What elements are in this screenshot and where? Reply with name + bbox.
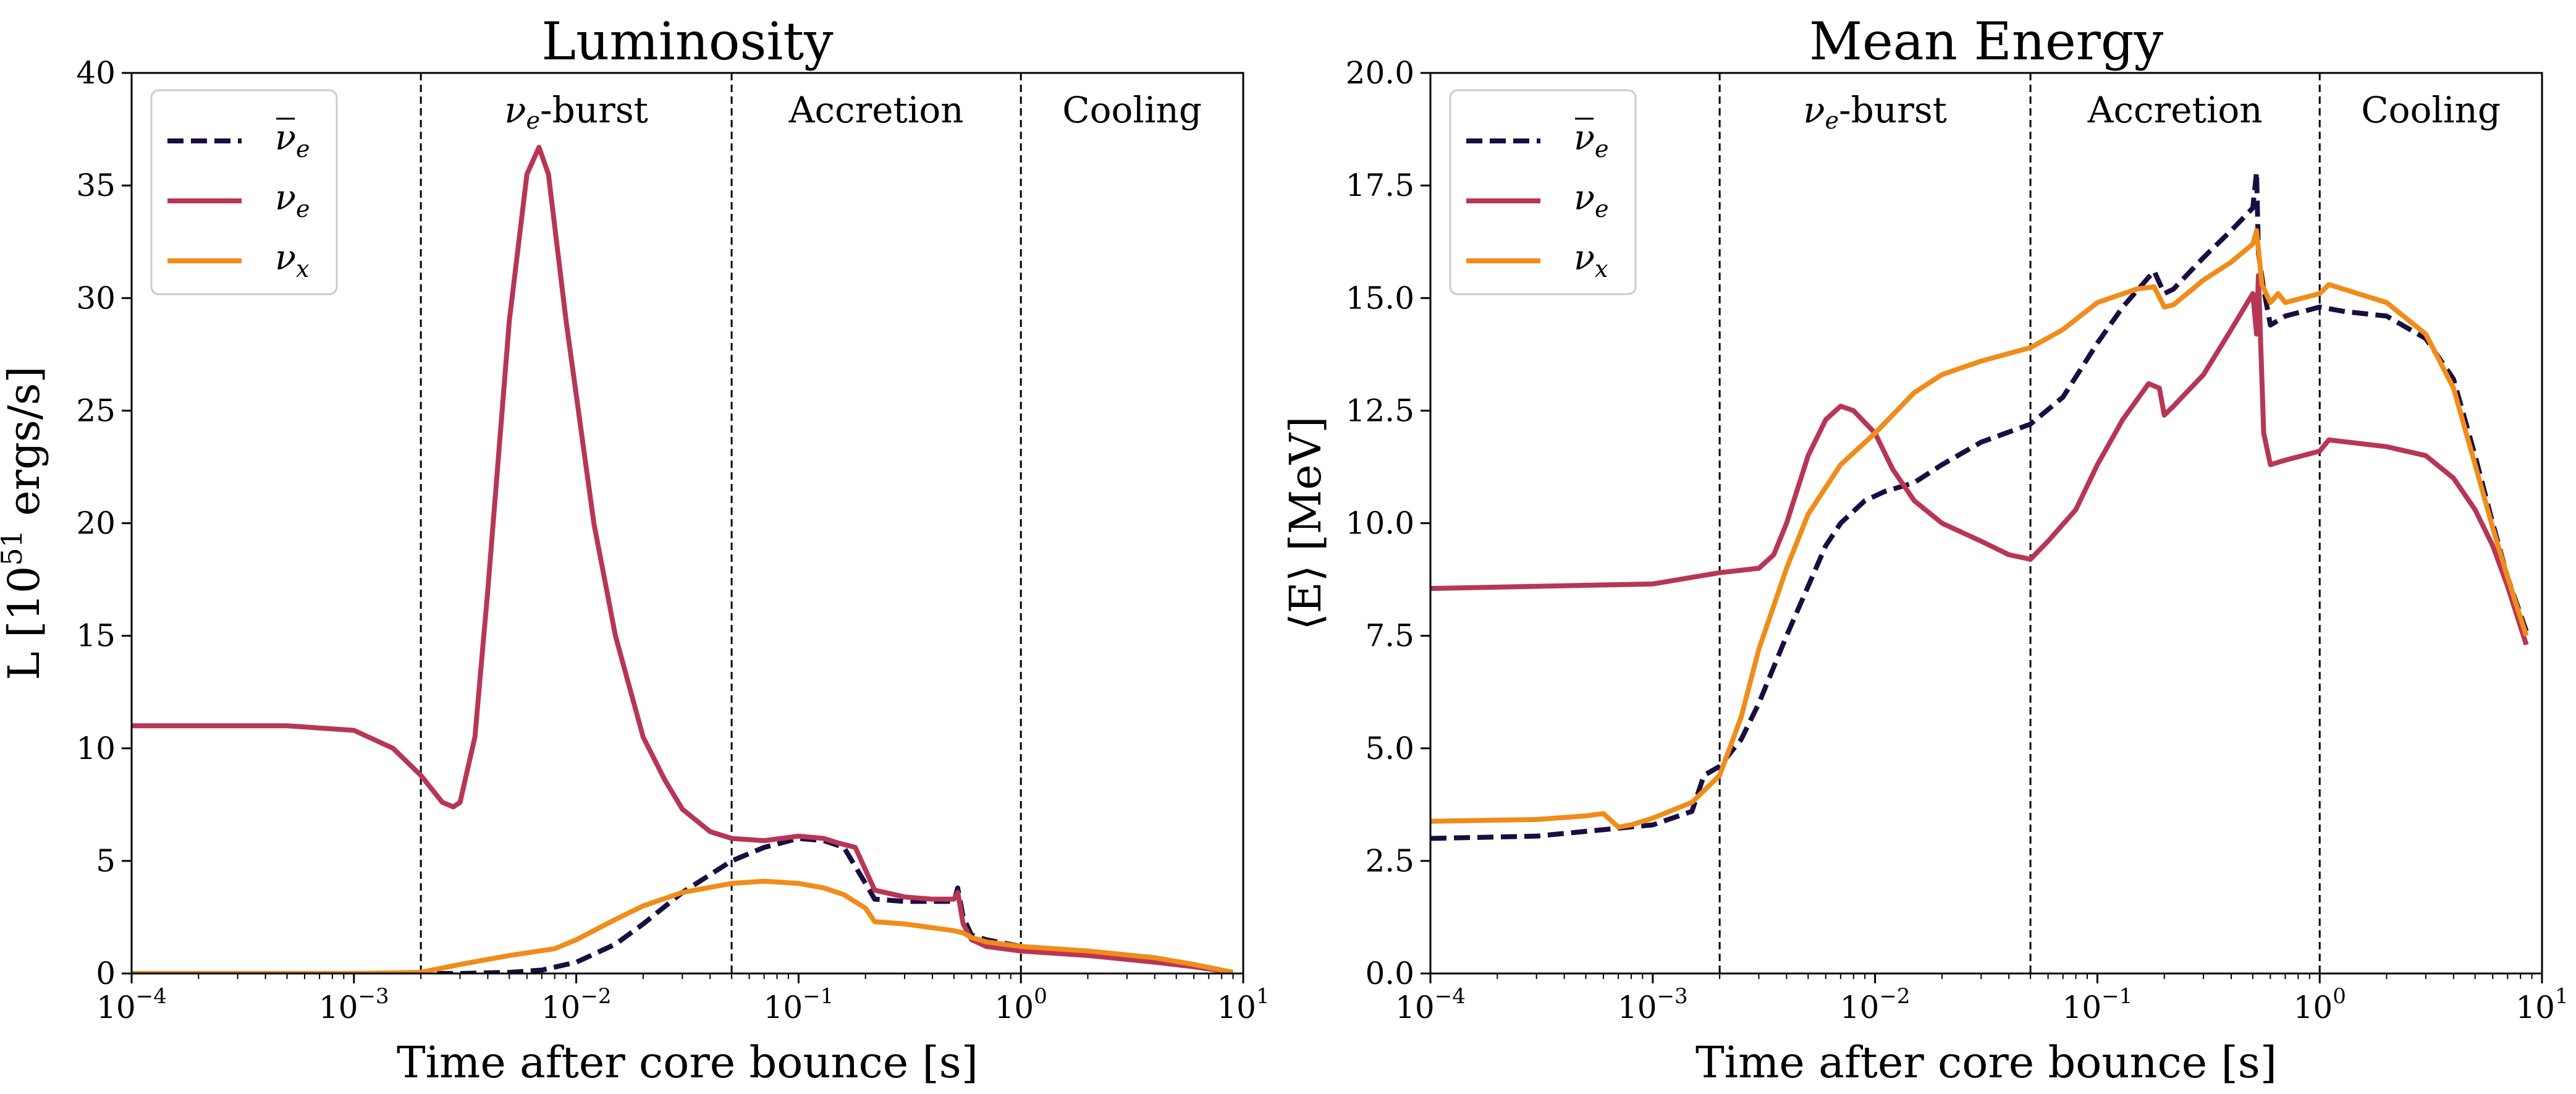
- chart-1: Mean Energy νe-burst Accretion Cooling 10−4 1…: [1280, 11, 2569, 1088]
- chart-1-legend-label-1: νe: [1574, 178, 1609, 223]
- chart-0-y-tick-label-0: 0: [96, 956, 116, 991]
- chart-1-x-tick-label-2: 10−2: [1840, 984, 1911, 1025]
- chart-0-y-tick-label-4: 20: [76, 506, 116, 541]
- chart-0-legend: νe νe νx: [150, 89, 338, 295]
- chart-0-y-tick-label-5: 25: [76, 392, 116, 428]
- chart-1-title: Mean Energy: [1809, 11, 2164, 72]
- chart-0-phase-label-2: Cooling: [1062, 89, 1202, 131]
- chart-0-y-tick-label-2: 10: [76, 731, 116, 766]
- chart-0-series-2-line: [132, 878, 1234, 973]
- chart-1-phase-label-1: Accretion: [2087, 89, 2263, 131]
- chart-1-phase-label-2: Cooling: [2361, 89, 2501, 131]
- chart-1-y-tick-label-3: 7.5: [1365, 618, 1414, 654]
- chart-0-y-tick-label-6: 30: [76, 280, 116, 316]
- chart-1-series-0-line: [1430, 169, 2529, 841]
- chart-0-phase-label-1: Accretion: [788, 89, 964, 131]
- chart-0-legend-label-1: νe: [275, 178, 310, 223]
- chart-1-legend-label-0: νe: [1574, 118, 1609, 163]
- chart-0-legend-label-2: νx: [275, 238, 309, 282]
- chart-1-series-1-line: [1430, 273, 2529, 646]
- chart-0-phase-label-0: νe-burst: [504, 89, 648, 134]
- chart-0-x-tick-label-2: 10−2: [541, 984, 612, 1025]
- chart-0-y-tick-label-8: 40: [76, 55, 116, 91]
- chart-1-x-tick-label-5: 101: [2515, 984, 2568, 1025]
- chart-0: Luminosity νe-burst Accretion Cooling 10−4 10…: [0, 11, 1270, 1088]
- chart-1-y-tick-label-4: 10.0: [1346, 506, 1414, 541]
- chart-1-x-tick-label-1: 10−3: [1618, 984, 1688, 1025]
- chart-1-y-tick-label-6: 15.0: [1346, 280, 1414, 316]
- chart-1-legend: νe νe νx: [1449, 89, 1637, 295]
- chart-1-x-tick-label-3: 10−1: [2063, 984, 2133, 1025]
- chart-0-y-tick-label-7: 35: [76, 167, 116, 203]
- chart-0-y-axis-label: L [1051 ergs/s]: [0, 366, 49, 680]
- chart-0-x-tick-label-1: 10−3: [319, 984, 389, 1025]
- chart-1-y-axis-label: ⟨E⟩ [MeV]: [1280, 416, 1331, 630]
- chart-1-y-tick-label-1: 2.5: [1365, 843, 1414, 879]
- chart-0-legend-label-0: νe: [275, 118, 310, 163]
- chart-1-y-tick-label-7: 17.5: [1346, 167, 1414, 203]
- chart-1-series-2-line: [1430, 228, 2529, 830]
- chart-0-x-tick-label-0: 10−4: [96, 984, 167, 1025]
- chart-1-y-tick-label-5: 12.5: [1346, 392, 1414, 428]
- chart-0-x-tick-label-3: 10−1: [764, 984, 834, 1025]
- chart-0-x-axis-label: Time after core bounce [s]: [397, 1037, 978, 1088]
- chart-0-series-0-line: [132, 836, 1234, 973]
- chart-0-y-tick-label-3: 15: [76, 618, 116, 654]
- chart-0-x-tick-label-5: 101: [1217, 984, 1269, 1025]
- chart-1-x-tick-label-0: 10−4: [1395, 984, 1466, 1025]
- chart-1-x-tick-label-4: 100: [2294, 984, 2346, 1025]
- chart-1-x-axis-label: Time after core bounce [s]: [1696, 1037, 2277, 1088]
- chart-0-x-tick-label-4: 100: [995, 984, 1047, 1025]
- chart-0-title: Luminosity: [541, 11, 834, 72]
- chart-1-phase-label-0: νe-burst: [1803, 89, 1947, 134]
- chart-1-legend-label-2: νx: [1574, 238, 1608, 282]
- chart-1-y-tick-label-2: 5.0: [1365, 731, 1414, 766]
- chart-1-y-tick-label-8: 20.0: [1346, 55, 1414, 91]
- chart-1-y-tick-label-0: 0.0: [1365, 956, 1414, 991]
- chart-0-series-1-line: [132, 145, 1234, 973]
- chart-0-y-tick-label-1: 5: [96, 843, 116, 879]
